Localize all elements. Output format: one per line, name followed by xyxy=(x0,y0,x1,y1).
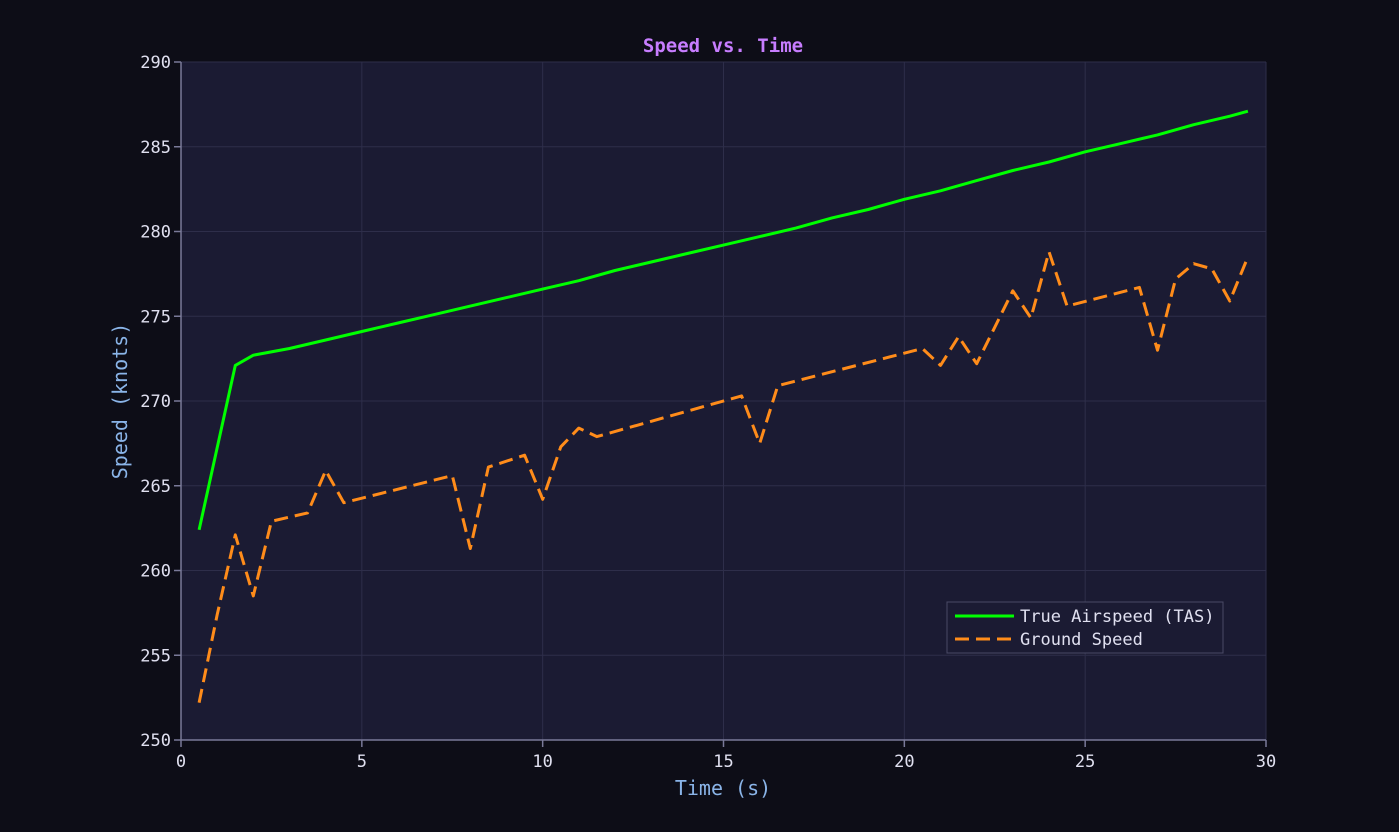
y-tick-label: 255 xyxy=(140,646,171,666)
y-tick-label: 260 xyxy=(140,562,171,582)
x-tick-label: 10 xyxy=(532,752,552,772)
x-tick-label: 5 xyxy=(357,752,367,772)
y-tick-label: 285 xyxy=(140,138,171,158)
x-axis-title: Time (s) xyxy=(675,776,771,800)
y-ticks: 250 255 260 265 270 275 280 285 290 xyxy=(140,53,181,751)
x-ticks: 0 5 10 15 20 25 30 xyxy=(176,740,1276,772)
y-tick-label: 290 xyxy=(140,53,171,73)
y-tick-label: 270 xyxy=(140,392,171,412)
x-tick-label: 0 xyxy=(176,752,186,772)
chart-title: Speed vs. Time xyxy=(643,35,803,57)
y-tick-label: 265 xyxy=(140,477,171,497)
series-layer xyxy=(197,109,1250,704)
legend-label-tas: True Airspeed (TAS) xyxy=(1020,607,1214,627)
y-tick-label: 250 xyxy=(140,731,171,751)
x-tick-label: 15 xyxy=(713,752,733,772)
series-line-true-airspeed-tas xyxy=(197,109,1249,531)
y-tick-label: 280 xyxy=(140,223,171,243)
legend-label-ground-speed: Ground Speed xyxy=(1020,630,1143,650)
y-axis-title: Speed (knots) xyxy=(108,323,132,480)
x-tick-label: 20 xyxy=(894,752,914,772)
x-tick-label: 25 xyxy=(1075,752,1095,772)
legend-box xyxy=(946,601,1224,654)
legend: True Airspeed (TAS) Ground Speed xyxy=(946,601,1224,654)
x-tick-label: 30 xyxy=(1256,752,1276,772)
y-tick-label: 275 xyxy=(140,307,171,327)
